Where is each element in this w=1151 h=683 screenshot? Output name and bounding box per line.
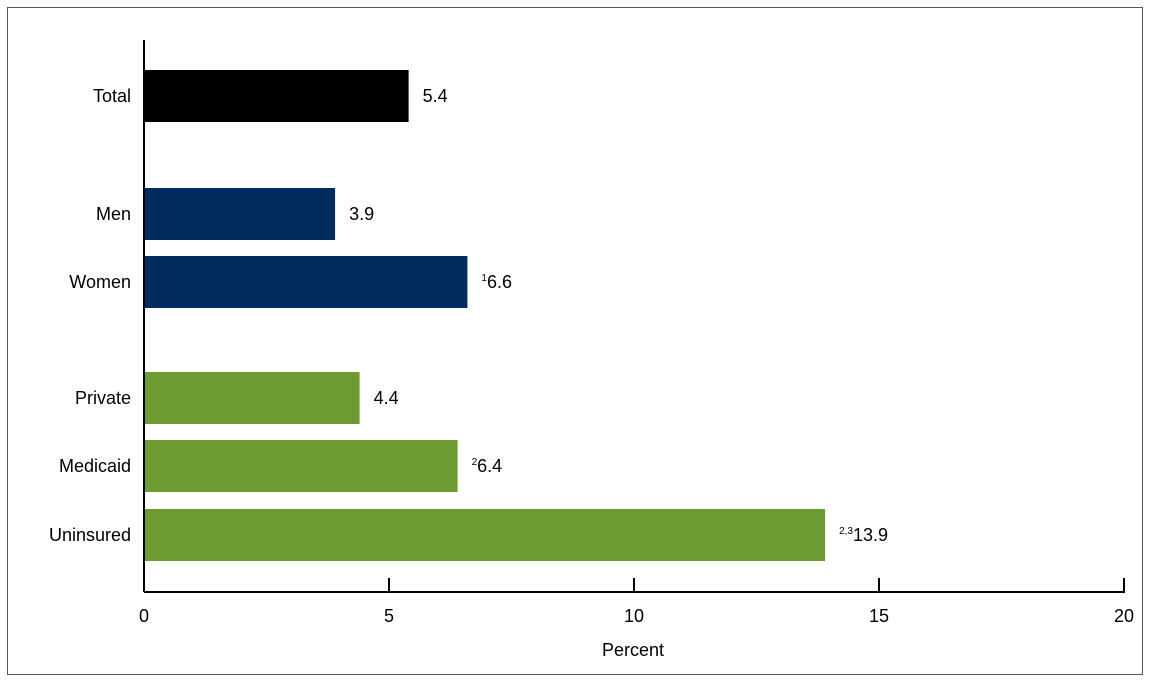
x-axis-ticks: 0 5 10 15 20 [139,578,1134,626]
footnote-marker-medicaid: 2 [472,457,478,468]
bar-private [144,372,360,424]
value-label-private: 4.4 [374,388,399,408]
category-label-private: Private [75,388,131,408]
category-label-women: Women [69,272,131,292]
category-label-uninsured: Uninsured [49,525,131,545]
footnote-marker-women: 1 [481,273,487,284]
bar-medicaid [144,440,458,492]
category-label-men: Men [96,204,131,224]
bar-women [144,256,468,308]
value-label-uninsured: 2,313.9 [839,525,888,545]
value-label-men: 3.9 [349,204,374,224]
category-labels: Total Men Women Private Medicaid Uninsured [49,86,131,545]
value-label-medicaid: 26.4 [472,456,503,476]
bar-men [144,188,336,240]
x-tick-label-15: 15 [869,606,889,626]
x-tick-label-5: 5 [384,606,394,626]
x-tick-label-10: 10 [624,606,644,626]
bar-uninsured [144,509,826,561]
x-axis-label: Percent [602,640,664,660]
x-tick-label-0: 0 [139,606,149,626]
value-labels: 5.4 3.9 16.6 4.4 26.4 2,313.9 [349,86,888,545]
value-label-total: 5.4 [423,86,448,106]
category-label-medicaid: Medicaid [59,456,131,476]
x-tick-label-20: 20 [1114,606,1134,626]
chart-frame [7,7,1143,675]
bar-total [144,70,409,122]
category-label-total: Total [93,86,131,106]
value-label-women: 16.6 [481,272,512,292]
bars-layer [144,70,826,561]
footnote-marker-uninsured: 2,3 [839,526,853,537]
